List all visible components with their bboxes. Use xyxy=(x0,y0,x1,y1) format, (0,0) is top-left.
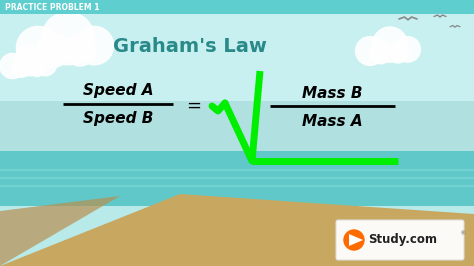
Text: Graham's Law: Graham's Law xyxy=(113,36,267,56)
Circle shape xyxy=(17,26,60,70)
Circle shape xyxy=(373,27,408,62)
FancyBboxPatch shape xyxy=(0,101,474,161)
Text: Mass B: Mass B xyxy=(302,86,362,102)
Circle shape xyxy=(28,58,46,77)
Circle shape xyxy=(0,53,25,78)
Circle shape xyxy=(395,37,420,62)
Text: Mass A: Mass A xyxy=(301,114,362,128)
Polygon shape xyxy=(0,194,474,266)
Text: ®: ® xyxy=(459,231,465,236)
Polygon shape xyxy=(349,234,363,246)
Circle shape xyxy=(356,37,384,65)
FancyBboxPatch shape xyxy=(0,151,474,206)
Text: =: = xyxy=(186,97,201,115)
Circle shape xyxy=(42,12,94,65)
Circle shape xyxy=(34,53,56,76)
Polygon shape xyxy=(0,196,120,266)
Circle shape xyxy=(64,35,96,66)
Text: Speed A: Speed A xyxy=(83,84,153,98)
Circle shape xyxy=(344,230,364,250)
Circle shape xyxy=(12,58,31,77)
Circle shape xyxy=(15,45,46,76)
FancyBboxPatch shape xyxy=(0,0,474,14)
Circle shape xyxy=(388,42,409,63)
Circle shape xyxy=(37,34,71,67)
FancyBboxPatch shape xyxy=(336,220,464,260)
Circle shape xyxy=(75,26,114,65)
Text: PRACTICE PROBLEM 1: PRACTICE PROBLEM 1 xyxy=(5,2,100,11)
Circle shape xyxy=(369,41,392,64)
FancyBboxPatch shape xyxy=(0,0,474,111)
Text: Speed B: Speed B xyxy=(83,110,153,126)
Text: Study.com: Study.com xyxy=(368,234,437,247)
